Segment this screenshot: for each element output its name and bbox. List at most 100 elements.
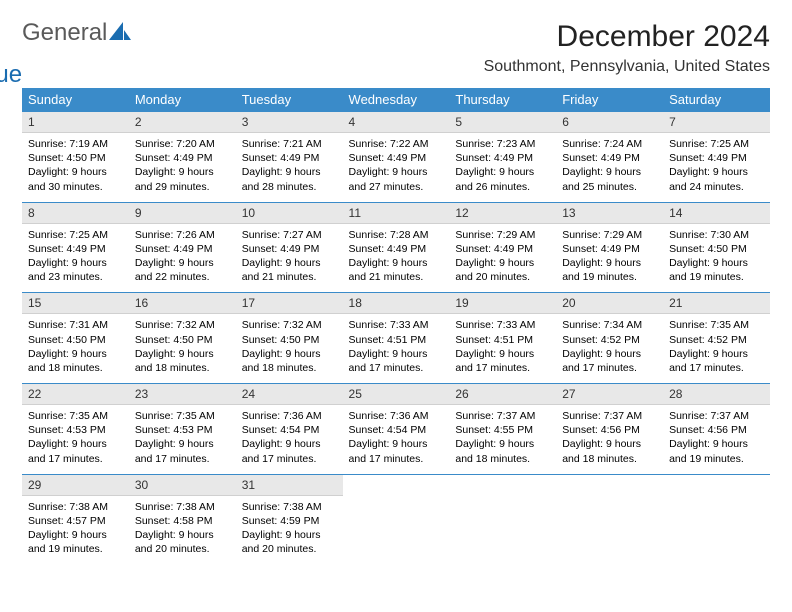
day-number: 29	[22, 475, 129, 496]
calendar-header-cell: Monday	[129, 88, 236, 112]
day-body: Sunrise: 7:35 AMSunset: 4:53 PMDaylight:…	[129, 405, 236, 474]
sunset-line: Sunset: 4:55 PM	[455, 423, 550, 437]
daylight-line: Daylight: 9 hours and 18 minutes.	[135, 347, 230, 375]
day-number: 10	[236, 203, 343, 224]
calendar-cell: 11Sunrise: 7:28 AMSunset: 4:49 PMDayligh…	[343, 202, 450, 293]
daylight-line: Daylight: 9 hours and 21 minutes.	[242, 256, 337, 284]
sunset-line: Sunset: 4:56 PM	[562, 423, 657, 437]
sunset-line: Sunset: 4:49 PM	[562, 242, 657, 256]
sunrise-line: Sunrise: 7:29 AM	[455, 228, 550, 242]
day-number: 1	[22, 112, 129, 133]
calendar-cell: 31Sunrise: 7:38 AMSunset: 4:59 PMDayligh…	[236, 474, 343, 564]
day-number: 31	[236, 475, 343, 496]
sunrise-line: Sunrise: 7:29 AM	[562, 228, 657, 242]
calendar-header-cell: Wednesday	[343, 88, 450, 112]
sunset-line: Sunset: 4:54 PM	[349, 423, 444, 437]
sunrise-line: Sunrise: 7:24 AM	[562, 137, 657, 151]
day-body: Sunrise: 7:25 AMSunset: 4:49 PMDaylight:…	[22, 224, 129, 293]
daylight-line: Daylight: 9 hours and 17 minutes.	[28, 437, 123, 465]
day-body: Sunrise: 7:32 AMSunset: 4:50 PMDaylight:…	[236, 314, 343, 383]
calendar-row: 22Sunrise: 7:35 AMSunset: 4:53 PMDayligh…	[22, 384, 770, 475]
daylight-line: Daylight: 9 hours and 17 minutes.	[349, 347, 444, 375]
daylight-line: Daylight: 9 hours and 17 minutes.	[349, 437, 444, 465]
day-body: Sunrise: 7:35 AMSunset: 4:52 PMDaylight:…	[663, 314, 770, 383]
day-number: 8	[22, 203, 129, 224]
day-number: 24	[236, 384, 343, 405]
sunset-line: Sunset: 4:52 PM	[669, 333, 764, 347]
calendar-cell: 7Sunrise: 7:25 AMSunset: 4:49 PMDaylight…	[663, 112, 770, 203]
day-number: 14	[663, 203, 770, 224]
daylight-line: Daylight: 9 hours and 22 minutes.	[135, 256, 230, 284]
daylight-line: Daylight: 9 hours and 19 minutes.	[562, 256, 657, 284]
calendar-cell: 22Sunrise: 7:35 AMSunset: 4:53 PMDayligh…	[22, 384, 129, 475]
calendar-cell: 21Sunrise: 7:35 AMSunset: 4:52 PMDayligh…	[663, 293, 770, 384]
calendar-cell: 29Sunrise: 7:38 AMSunset: 4:57 PMDayligh…	[22, 474, 129, 564]
sunrise-line: Sunrise: 7:20 AM	[135, 137, 230, 151]
daylight-line: Daylight: 9 hours and 26 minutes.	[455, 165, 550, 193]
sunrise-line: Sunrise: 7:32 AM	[135, 318, 230, 332]
calendar-cell: 30Sunrise: 7:38 AMSunset: 4:58 PMDayligh…	[129, 474, 236, 564]
header: General Blue December 2024 Southmont, Pe…	[22, 20, 770, 76]
calendar-header-cell: Tuesday	[236, 88, 343, 112]
calendar-cell: 10Sunrise: 7:27 AMSunset: 4:49 PMDayligh…	[236, 202, 343, 293]
day-body: Sunrise: 7:37 AMSunset: 4:56 PMDaylight:…	[556, 405, 663, 474]
sunrise-line: Sunrise: 7:33 AM	[455, 318, 550, 332]
calendar-cell: 8Sunrise: 7:25 AMSunset: 4:49 PMDaylight…	[22, 202, 129, 293]
sunset-line: Sunset: 4:53 PM	[28, 423, 123, 437]
daylight-line: Daylight: 9 hours and 18 minutes.	[562, 437, 657, 465]
day-number: 16	[129, 293, 236, 314]
sunrise-line: Sunrise: 7:25 AM	[669, 137, 764, 151]
sunset-line: Sunset: 4:56 PM	[669, 423, 764, 437]
sunrise-line: Sunrise: 7:35 AM	[669, 318, 764, 332]
sunset-line: Sunset: 4:49 PM	[242, 151, 337, 165]
day-number: 4	[343, 112, 450, 133]
location: Southmont, Pennsylvania, United States	[484, 58, 770, 76]
sunset-line: Sunset: 4:54 PM	[242, 423, 337, 437]
sunset-line: Sunset: 4:50 PM	[28, 151, 123, 165]
sunset-line: Sunset: 4:49 PM	[455, 151, 550, 165]
sunrise-line: Sunrise: 7:28 AM	[349, 228, 444, 242]
day-number: 7	[663, 112, 770, 133]
sunrise-line: Sunrise: 7:37 AM	[455, 409, 550, 423]
sunrise-line: Sunrise: 7:36 AM	[242, 409, 337, 423]
calendar-header-cell: Thursday	[449, 88, 556, 112]
sunrise-line: Sunrise: 7:22 AM	[349, 137, 444, 151]
day-number: 30	[129, 475, 236, 496]
sunrise-line: Sunrise: 7:26 AM	[135, 228, 230, 242]
calendar-cell: 19Sunrise: 7:33 AMSunset: 4:51 PMDayligh…	[449, 293, 556, 384]
calendar-cell: 6Sunrise: 7:24 AMSunset: 4:49 PMDaylight…	[556, 112, 663, 203]
sunset-line: Sunset: 4:52 PM	[562, 333, 657, 347]
calendar-header-cell: Friday	[556, 88, 663, 112]
calendar-cell: 2Sunrise: 7:20 AMSunset: 4:49 PMDaylight…	[129, 112, 236, 203]
sunrise-line: Sunrise: 7:27 AM	[242, 228, 337, 242]
day-body: Sunrise: 7:30 AMSunset: 4:50 PMDaylight:…	[663, 224, 770, 293]
logo-word-2: Blue	[0, 61, 22, 88]
sunset-line: Sunset: 4:49 PM	[669, 151, 764, 165]
day-body: Sunrise: 7:35 AMSunset: 4:53 PMDaylight:…	[22, 405, 129, 474]
day-body: Sunrise: 7:23 AMSunset: 4:49 PMDaylight:…	[449, 133, 556, 202]
sunset-line: Sunset: 4:59 PM	[242, 514, 337, 528]
calendar-cell: 23Sunrise: 7:35 AMSunset: 4:53 PMDayligh…	[129, 384, 236, 475]
calendar-cell: 3Sunrise: 7:21 AMSunset: 4:49 PMDaylight…	[236, 112, 343, 203]
sunrise-line: Sunrise: 7:32 AM	[242, 318, 337, 332]
daylight-line: Daylight: 9 hours and 17 minutes.	[562, 347, 657, 375]
calendar-cell: 27Sunrise: 7:37 AMSunset: 4:56 PMDayligh…	[556, 384, 663, 475]
daylight-line: Daylight: 9 hours and 19 minutes.	[28, 528, 123, 556]
day-body: Sunrise: 7:24 AMSunset: 4:49 PMDaylight:…	[556, 133, 663, 202]
sunset-line: Sunset: 4:49 PM	[242, 242, 337, 256]
day-body: Sunrise: 7:25 AMSunset: 4:49 PMDaylight:…	[663, 133, 770, 202]
sunrise-line: Sunrise: 7:33 AM	[349, 318, 444, 332]
day-number: 23	[129, 384, 236, 405]
sunrise-line: Sunrise: 7:38 AM	[135, 500, 230, 514]
logo: General Blue	[22, 20, 131, 69]
day-body: Sunrise: 7:34 AMSunset: 4:52 PMDaylight:…	[556, 314, 663, 383]
sunrise-line: Sunrise: 7:21 AM	[242, 137, 337, 151]
sunrise-line: Sunrise: 7:37 AM	[562, 409, 657, 423]
day-body: Sunrise: 7:19 AMSunset: 4:50 PMDaylight:…	[22, 133, 129, 202]
sunset-line: Sunset: 4:51 PM	[349, 333, 444, 347]
day-body: Sunrise: 7:28 AMSunset: 4:49 PMDaylight:…	[343, 224, 450, 293]
day-number: 11	[343, 203, 450, 224]
day-body: Sunrise: 7:27 AMSunset: 4:49 PMDaylight:…	[236, 224, 343, 293]
sunset-line: Sunset: 4:50 PM	[28, 333, 123, 347]
calendar-row: 8Sunrise: 7:25 AMSunset: 4:49 PMDaylight…	[22, 202, 770, 293]
